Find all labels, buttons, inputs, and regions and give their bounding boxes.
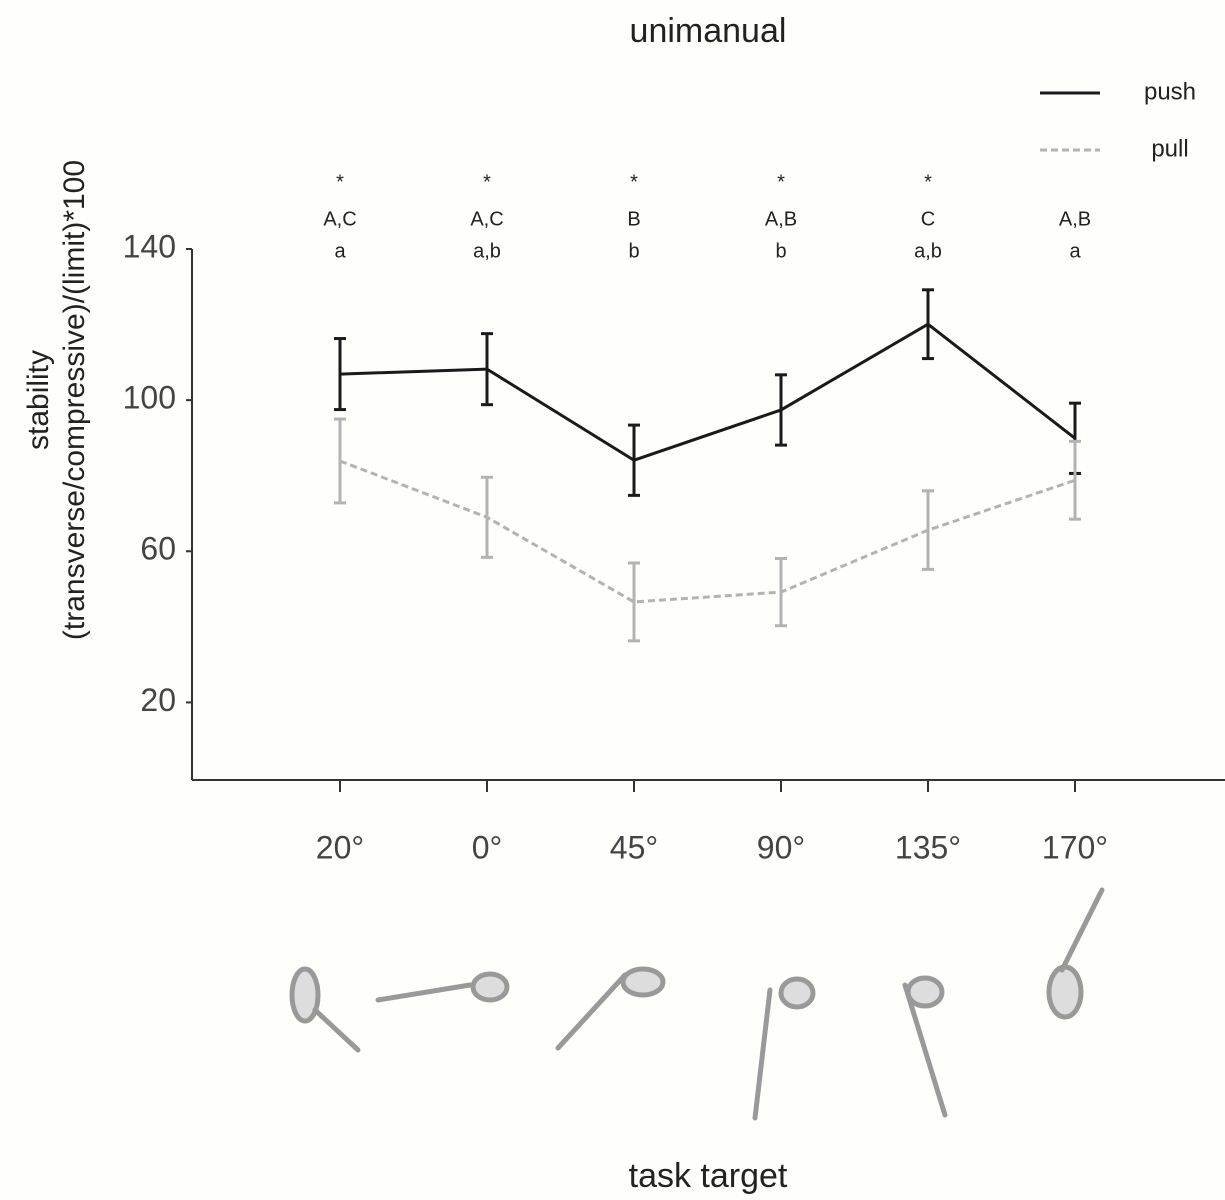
y-axis-label: stability (transverse/compressive)/(limi… [22,160,91,640]
arm-icon [902,982,948,1118]
arm-icon [312,1007,361,1053]
arm-illustrations [289,887,1105,1121]
legend-label: pull [1151,135,1188,162]
y-axis-label-line: stability [22,350,55,450]
group-letters: a,b [914,240,942,262]
group-letters: a,b [473,240,501,262]
y-tick-label: 60 [140,531,176,567]
x-tick-label: 170° [1042,829,1108,865]
significance-mark: * [777,171,785,193]
group-letters: a [334,240,346,262]
torso-icon [778,976,816,1010]
group-letters: b [775,240,786,262]
torso-icon [289,966,321,1024]
x-tick-label: 0° [472,829,503,865]
x-axis-label: task target [629,1157,788,1195]
significance-mark: * [630,171,638,193]
y-tick-label: 20 [140,682,176,718]
arm-icon [555,972,628,1051]
error-bar [1069,439,1081,521]
group-letters: A,B [1059,208,1091,230]
group-letters: A,C [323,208,356,230]
group-letters: C [921,208,935,230]
torso-icon [620,966,666,998]
torso-icon [905,975,945,1009]
series-line [339,322,1076,462]
series-line [339,459,1076,604]
x-tick-label: 90° [757,829,805,865]
significance-mark: * [924,171,932,193]
significance-mark: * [483,171,491,193]
torso-icon [1046,964,1084,1020]
x-tick-label: 20° [316,829,364,865]
chart-title: unimanual [630,12,787,50]
y-tick-label: 140 [123,228,176,264]
error-bar [334,337,346,412]
x-tick-label: 45° [610,829,658,865]
group-letters: A,C [470,208,503,230]
arm-icon [1059,887,1105,973]
group-letters: B [627,208,640,230]
group-letters: a [1069,240,1081,262]
legend-label: push [1144,78,1196,105]
error-bar [628,561,640,643]
y-tick-label: 100 [123,380,176,416]
arm-icon [752,987,773,1121]
y-axis-label-line: (transverse/compressive)/(limit)*100 [58,160,91,640]
x-tick-label: 135° [895,829,961,865]
group-letters: b [628,240,639,262]
significance-mark: * [336,171,344,193]
torso-icon [470,971,510,1003]
group-letters: A,B [765,208,797,230]
arm-icon [375,982,473,1003]
